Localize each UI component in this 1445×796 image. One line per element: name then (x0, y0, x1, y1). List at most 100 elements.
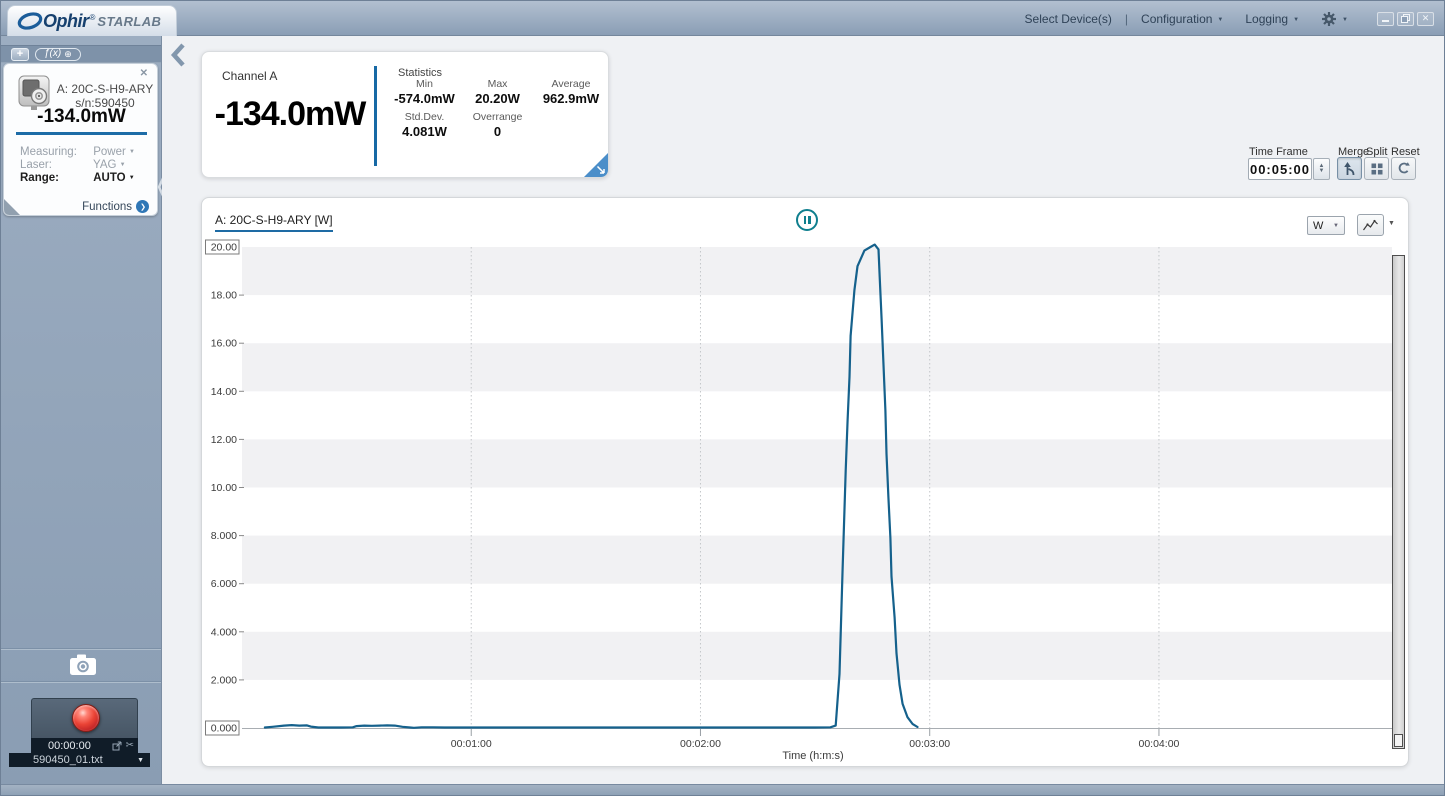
merge-label: Merge (1338, 146, 1370, 158)
x-tick-label: 00:04:00 (1139, 738, 1180, 750)
reset-label: Reset (1391, 146, 1420, 158)
chevron-down-icon: ▼ (1217, 17, 1224, 23)
device-reading: -134.0mW (37, 106, 126, 127)
y-tick-label: 2.000 (211, 674, 237, 686)
channel-label: Channel A (222, 69, 278, 83)
pause-icon (803, 216, 806, 224)
pause-button[interactable] (796, 209, 818, 231)
grid-band (242, 247, 1392, 296)
status-strip (1, 784, 1444, 795)
y-tick-label: 4.000 (211, 626, 237, 638)
menu-settings[interactable]: ▼ (1310, 11, 1359, 27)
measuring-row: Measuring: Power ▼ (20, 146, 135, 158)
menu-logging[interactable]: Logging ▼ (1234, 12, 1310, 26)
divider (1, 648, 161, 650)
spinner-up-icon[interactable]: ▲ (1318, 163, 1325, 169)
reset-button[interactable] (1391, 157, 1416, 180)
minimize-button[interactable] (1377, 11, 1394, 26)
range-row: Range: AUTO ▼ (20, 172, 135, 184)
divider (374, 66, 377, 166)
chevron-down-icon: ▼ (119, 162, 126, 168)
y-tick-box (205, 720, 240, 736)
resize-corner-icon[interactable] (4, 199, 20, 215)
chevron-down-icon: ▼ (128, 175, 135, 181)
chart-type-menu-caret[interactable]: ▼ (1388, 220, 1395, 227)
x-tick-label: 00:03:00 (909, 738, 950, 750)
y-tick-label: 8.000 (211, 530, 237, 542)
record-button[interactable] (72, 704, 100, 732)
split-icon (1371, 163, 1382, 175)
recorder-time-row: 00:00:00 ✂ (31, 738, 138, 753)
functions-label: Functions (82, 200, 132, 213)
brand-reg: ® (89, 12, 96, 22)
reset-icon (1398, 162, 1410, 174)
stat-overrange-value: 0 (493, 124, 502, 139)
functions-link[interactable]: Functions ❯ (82, 200, 149, 213)
spinner-down-icon[interactable]: ▼ (1318, 168, 1325, 174)
close-button[interactable]: ✕ (1417, 11, 1434, 26)
measuring-dropdown[interactable]: Power ▼ (93, 146, 135, 158)
stat-min: Min -574.0mW (388, 78, 461, 106)
recorder-elapsed: 00:00:00 (48, 739, 91, 752)
scale-slider-track[interactable] (1392, 255, 1405, 749)
window-controls: ✕ (1377, 11, 1434, 26)
camera-snapshot-button[interactable] (68, 653, 98, 677)
restore-icon (1401, 14, 1410, 23)
stat-max-value: 20.20W (475, 91, 520, 106)
scale-slider-thumb[interactable] (1394, 734, 1403, 747)
stat-min-label: Min (416, 78, 433, 90)
accent-divider (16, 132, 147, 135)
menu-select-devices[interactable]: Select Device(s) (1024, 11, 1112, 26)
stat-max-label: Max (487, 78, 508, 90)
menu-configuration[interactable]: Configuration ▼ (1130, 12, 1234, 26)
channel-reading: -134.0mW (214, 95, 367, 133)
tools-icon[interactable]: ✂ (125, 740, 134, 751)
device-sidebar: + ƒ(x) ⊕ ✕ A: 20C-S-H9-ARY s/n:590450 (1, 36, 167, 786)
minimize-icon (1382, 20, 1389, 22)
fx-plus-icon: ⊕ (64, 48, 72, 59)
x-tick-label: 00:02:00 (680, 738, 721, 750)
merge-button[interactable] (1337, 157, 1362, 180)
y-tick-label: 12.00 (211, 434, 237, 446)
divider (1, 681, 161, 683)
stat-average: Average 962.9mW (532, 78, 610, 106)
title-bar: Ophir ® STARLAB Select Device(s) | Configu… (1, 1, 1444, 36)
stat-stddev: Std.Dev. 4.081W (388, 111, 461, 139)
stat-overrange-label: Overrange (472, 111, 523, 123)
device-card: ✕ A: 20C-S-H9-ARY s/n:590450 -134.0mW Me… (3, 63, 158, 216)
timeframe-spinner[interactable]: ▲ ▼ (1313, 158, 1330, 180)
stat-min-value: -574.0mW (394, 91, 455, 106)
gear-icon (1322, 11, 1337, 26)
recorder-panel (31, 698, 138, 738)
device-identity: A: 20C-S-H9-ARY s/n:590450 (54, 82, 156, 110)
add-device-button[interactable]: + (11, 47, 29, 61)
restore-button[interactable] (1397, 11, 1414, 26)
close-icon[interactable]: ✕ (139, 68, 148, 79)
units-dropdown[interactable]: W ▼ (1307, 216, 1345, 235)
recorder-filename: 590450_01.txt (33, 754, 103, 766)
popout-icon[interactable] (112, 741, 122, 751)
chart-type-button[interactable] (1357, 214, 1384, 236)
merge-icon (1343, 161, 1354, 175)
chart-panel: A: 20C-S-H9-ARY [W] W ▼ ▼ 00:01:00 00:02:… (201, 197, 1409, 767)
split-button[interactable] (1364, 157, 1389, 180)
laser-dropdown[interactable]: YAG ▼ (93, 159, 126, 171)
timeframe-input[interactable]: 00:05:00 (1248, 158, 1312, 180)
functions-fx-button[interactable]: ƒ(x) ⊕ (35, 47, 81, 61)
range-dropdown[interactable]: AUTO ▼ (93, 172, 135, 184)
stat-max: Max 20.20W (461, 78, 534, 106)
grid-band (242, 535, 1392, 584)
device-serial: s/n:590450 (75, 96, 135, 110)
back-chevron-button[interactable] (169, 42, 187, 68)
line-chart-icon (1363, 219, 1378, 230)
recorder-icons: ✂ (112, 740, 134, 751)
recorder-file-row[interactable]: 590450_01.txt ▼ (9, 753, 150, 767)
chevron-down-icon[interactable]: ▼ (137, 756, 144, 764)
chart-title[interactable]: A: 20C-S-H9-ARY [W] (215, 213, 333, 232)
x-axis-title: Time (h:m:s) (782, 750, 843, 762)
power-data-line (263, 243, 919, 729)
laser-row: Laser: YAG ▼ (20, 159, 126, 171)
y-tick-label: 14.00 (211, 386, 237, 398)
laser-label: Laser: (20, 159, 52, 171)
